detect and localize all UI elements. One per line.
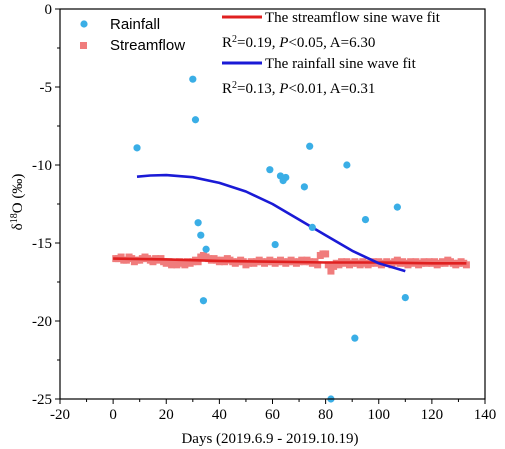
x-tick-label: 60	[265, 407, 280, 423]
rainfall-point	[271, 240, 279, 249]
rainfall-point	[199, 297, 208, 305]
streamflow-point	[314, 261, 322, 269]
legend-rainfall-fit-label: The rainfall sine wave fit	[265, 56, 417, 72]
legend-streamflow-label: Streamflow	[110, 37, 185, 54]
y-tick-label: -20	[32, 314, 52, 330]
legend-rainfall-marker	[80, 20, 88, 28]
x-tick-label: 80	[318, 407, 333, 423]
rainfall-fit-stats: R2=0.13, P<0.01, A=0.31	[222, 80, 375, 98]
rainfall-point	[306, 142, 314, 150]
y-axis-title-superscript: 18	[9, 213, 20, 223]
streamflow-point	[327, 267, 335, 275]
rainfall-point	[133, 144, 141, 152]
rainfall-point	[401, 294, 409, 302]
x-tick-label: 0	[109, 407, 117, 423]
streamflow-point	[324, 261, 332, 269]
x-tick-label: -20	[50, 407, 70, 423]
legend-streamflow-marker	[80, 42, 87, 49]
rainfall-point	[308, 223, 316, 231]
plot-area	[112, 75, 470, 403]
rainfall-point	[393, 203, 401, 211]
rainfall-point	[361, 216, 370, 224]
y-tick-label: -5	[40, 80, 53, 96]
rainfall-fit-line	[136, 173, 406, 273]
legend-rainfall-label: Rainfall	[110, 16, 160, 33]
y-tick-label: -25	[32, 392, 52, 408]
legend-left: Rainfall Streamflow	[80, 16, 185, 54]
y-tick-label: -10	[32, 158, 52, 174]
rainfall-point	[351, 334, 359, 342]
y-tick-label: 0	[45, 2, 53, 18]
rainfall-point	[202, 245, 210, 253]
rainfall-point	[282, 173, 290, 182]
streamflow-fit-stats: R2=0.19, P<0.05, A=6.30	[222, 34, 375, 52]
streamflow-point	[194, 258, 202, 266]
legend-right: The streamflow sine wave fit R2=0.19, P<…	[222, 10, 441, 97]
x-tick-label: 40	[212, 407, 227, 423]
streamflow-point	[462, 261, 470, 269]
rainfall-point	[189, 75, 197, 83]
legend-streamflow-fit-label: The streamflow sine wave fit	[265, 10, 441, 26]
x-tick-label: 120	[421, 407, 444, 423]
x-tick-label: 100	[368, 407, 391, 423]
rainfall-point	[300, 183, 308, 191]
rainfall-point	[194, 219, 202, 227]
y-axis-title: δ18O (‰)	[9, 174, 27, 231]
rainfall-point	[266, 166, 274, 174]
rainfall-point	[343, 161, 351, 169]
streamflow-point	[322, 250, 330, 258]
rainfall-point	[197, 231, 205, 239]
x-tick-label: 20	[159, 407, 174, 423]
streamflow-fit-line	[113, 257, 467, 265]
x-tick-label: 140	[474, 407, 497, 423]
x-axis-title: Days (2019.6.9 - 2019.10.19)	[181, 431, 358, 447]
rainfall-point	[191, 116, 200, 124]
y-tick-label: -15	[32, 236, 52, 252]
